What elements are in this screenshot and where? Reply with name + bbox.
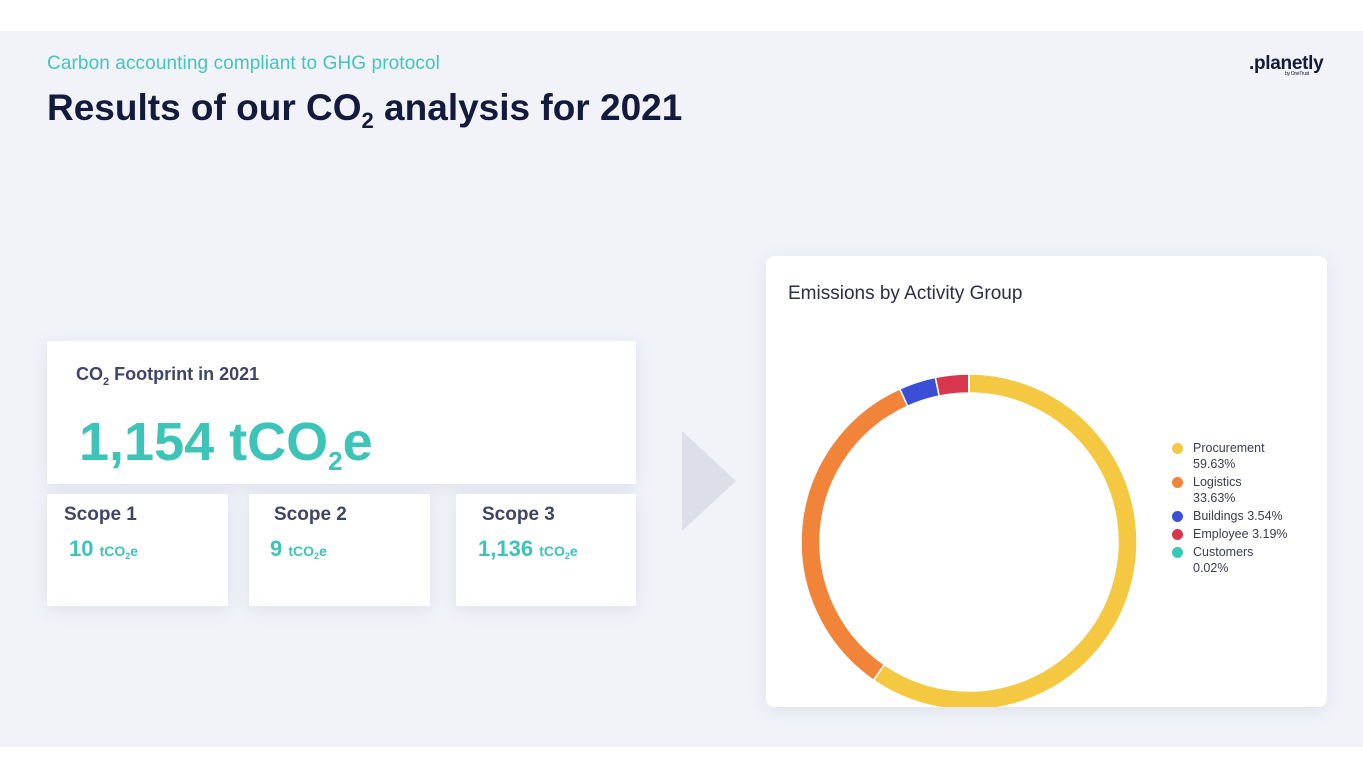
legend-dot-icon: [1172, 443, 1183, 454]
scope-3-card: Scope 3 1,136 tCO2e: [456, 494, 636, 606]
legend-item-customers: Customers 0.02%: [1172, 544, 1288, 576]
legend-value: 3.54%: [1243, 509, 1283, 523]
scope-3-unit-prefix: tCO: [539, 543, 565, 559]
donut-slice-employee: [934, 373, 970, 397]
logo-text: .planetly: [1249, 53, 1324, 74]
title-suffix: analysis for 2021: [373, 87, 683, 128]
title-subscript: 2: [361, 108, 374, 133]
scope-3-value: 1,136 tCO2e: [478, 536, 578, 562]
footprint-value-prefix: 1,154 tCO: [79, 412, 329, 472]
scope-1-unit: tCO2e: [99, 543, 139, 561]
legend-item-procurement: Procurement 59.63%: [1172, 440, 1288, 472]
legend-item-logistics: Logistics 33.63%: [1172, 474, 1288, 506]
donut-slice-procurement: [872, 373, 1138, 707]
donut-slice-buildings: [898, 376, 941, 408]
scope-1-value: 10 tCO2e: [69, 536, 138, 562]
slide: Carbon accounting compliant to GHG proto…: [0, 31, 1363, 747]
scope-2-unit-suffix: e: [319, 543, 327, 559]
donut-chart: [800, 373, 1138, 707]
legend-value: 33.63%: [1193, 491, 1236, 505]
legend-label: Customers: [1193, 545, 1254, 559]
scope-1-number: 10: [69, 536, 94, 561]
slide-title: Results of our CO2 analysis for 2021: [47, 87, 682, 134]
emissions-chart-card: Emissions by Activity Group Procurement 5…: [766, 256, 1327, 707]
scope-2-card: Scope 2 9 tCO2e: [249, 494, 430, 606]
footprint-title: CO2 Footprint in 2021: [76, 364, 259, 388]
scope-2-label: Scope 2: [274, 504, 347, 525]
scope-3-unit-suffix: e: [569, 543, 578, 559]
legend-label: Procurement: [1193, 441, 1265, 455]
logo-tagline: by OneTrust: [1285, 71, 1310, 77]
title-prefix: Results of our CO: [47, 87, 362, 128]
scope-3-label: Scope 3: [482, 504, 555, 525]
scope-2-value: 9 tCO2e: [270, 536, 327, 562]
legend-dot-icon: [1172, 547, 1183, 558]
scope-1-card: Scope 1 10 tCO2e: [47, 494, 228, 606]
arrow-right-icon: [682, 431, 736, 531]
footprint-title-suffix: Footprint in 2021: [109, 364, 260, 384]
legend-label: Logistics: [1193, 475, 1242, 489]
legend-label: Buildings: [1193, 509, 1244, 523]
scope-1-unit-sub: 2: [125, 551, 131, 561]
slide-subtitle: Carbon accounting compliant to GHG proto…: [47, 53, 440, 74]
chart-legend: Procurement 59.63% Logistics 33.63% Building…: [1172, 440, 1288, 578]
scope-1-label: Scope 1: [64, 504, 137, 525]
scope-3-number: 1,136: [478, 536, 534, 561]
chart-title: Emissions by Activity Group: [788, 283, 1023, 304]
legend-dot-icon: [1172, 511, 1183, 522]
footprint-value-subscript: 2: [328, 446, 343, 476]
scope-1-unit-prefix: tCO: [99, 543, 126, 559]
legend-item-employee: Employee 3.19%: [1172, 526, 1288, 542]
scope-2-number: 9: [270, 536, 283, 561]
footprint-title-prefix: CO: [76, 364, 103, 384]
legend-value: 0.02%: [1193, 561, 1229, 575]
legend-dot-icon: [1172, 529, 1183, 540]
donut-slice-logistics: [800, 387, 909, 682]
legend-label: Employee: [1193, 527, 1249, 541]
footprint-title-subscript: 2: [103, 376, 110, 388]
scope-2-unit-sub: 2: [314, 551, 320, 561]
scope-1-unit-suffix: e: [130, 543, 139, 559]
footprint-value: 1,154 tCO2e: [79, 411, 373, 477]
legend-dot-icon: [1172, 477, 1183, 488]
footprint-value-suffix: e: [342, 412, 373, 472]
scope-3-unit-sub: 2: [564, 551, 570, 561]
planetly-logo: .planetly by OneTrust: [1249, 53, 1324, 77]
scope-2-unit: tCO2e: [288, 543, 327, 561]
legend-value: 3.19%: [1248, 527, 1288, 541]
legend-item-buildings: Buildings 3.54%: [1172, 508, 1288, 524]
legend-value: 59.63%: [1193, 457, 1236, 471]
scope-3-unit: tCO2e: [539, 543, 578, 561]
scope-2-unit-prefix: tCO: [288, 543, 315, 559]
footprint-card: CO2 Footprint in 2021 1,154 tCO2e: [47, 341, 636, 484]
